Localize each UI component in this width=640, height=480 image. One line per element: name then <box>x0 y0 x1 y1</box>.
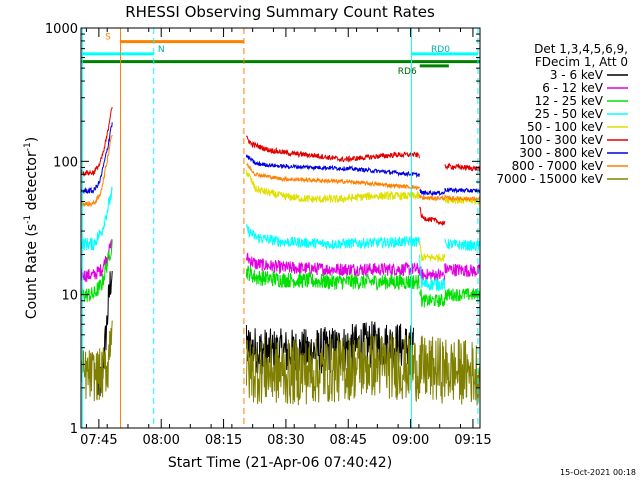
series-line-0-1 <box>245 321 414 377</box>
series-25-50-kev <box>81 186 480 293</box>
series-line-1-3 <box>444 263 480 278</box>
plot-frame <box>80 27 481 429</box>
y-tick-label-0: 1000 <box>45 22 78 37</box>
legend-header-line-2: FDecim 1, Att 0 <box>535 55 628 69</box>
series-line-5-0 <box>81 106 113 177</box>
series-100-300-kev <box>81 106 480 226</box>
y-axis-label-suffix: ) <box>24 137 40 142</box>
series-line-7-0 <box>81 134 113 208</box>
legend-header-line-1: Det 1,3,4,5,6,9, <box>534 42 628 56</box>
y-axis-label-exp2: -1 <box>23 142 33 151</box>
series-line-6-3 <box>444 186 480 194</box>
y-axis-label-prefix: Count Rate (s <box>24 224 40 319</box>
series-6-12-kev <box>81 239 480 284</box>
x-tick-label-0: 07:45 <box>80 433 117 448</box>
series-layer <box>81 106 480 406</box>
series-line-6-1 <box>245 154 421 179</box>
series-line-3-1 <box>245 224 421 250</box>
legend-label-2: 12 - 25 keV <box>535 94 604 108</box>
legend-label-8: 7000 - 15000 keV <box>496 172 603 186</box>
series-800-7000-kev <box>81 134 480 208</box>
series-line-1-1 <box>245 252 421 278</box>
y-tick-label-2: 10 <box>61 289 78 304</box>
series-line-2-2 <box>419 288 446 308</box>
y-tick-label-1: 100 <box>53 155 78 170</box>
y-tick-label-3: 1 <box>70 422 78 437</box>
x-tick-label-3: 08:30 <box>267 433 304 448</box>
series-line-5-1 <box>245 135 421 163</box>
series-line-0-0 <box>97 270 113 397</box>
status-label-rd6: RD6 <box>398 67 417 77</box>
legend-label-0: 3 - 6 keV <box>550 68 604 82</box>
series-line-2-3 <box>444 288 480 302</box>
status-label-rd0: RD0 <box>431 45 450 55</box>
series-300-800-kev <box>81 122 480 197</box>
series-line-1-0 <box>81 239 113 283</box>
series-line-1-2 <box>419 266 446 284</box>
legend-label-7: 800 - 7000 keV <box>512 159 604 173</box>
series-line-6-2 <box>419 188 446 197</box>
legend-label-1: 6 - 12 keV <box>542 81 604 95</box>
series-line-4-0 <box>245 170 421 204</box>
series-3-6-kev <box>97 270 414 397</box>
legend-label-4: 50 - 100 keV <box>527 120 604 134</box>
y-axis-label: Count Rate (s-1 detector-1) <box>23 137 40 319</box>
series-line-5-3 <box>444 162 480 172</box>
series-line-4-1 <box>419 241 446 264</box>
x-tick-label-1: 08:00 <box>142 433 179 448</box>
status-label-n: N <box>158 45 165 55</box>
series-line-5-2 <box>419 206 446 226</box>
y-axis-label-mid: detector <box>24 151 40 215</box>
series-line-7-1 <box>246 162 421 191</box>
series-line-7-3 <box>444 194 480 202</box>
status-bars: S N RD0 RD6 <box>81 33 480 77</box>
series-7000-15000-kev <box>81 320 480 406</box>
series-line-2-1 <box>245 265 421 291</box>
legend: Det 1,3,4,5,6,9, FDecim 1, Att 0 3 - 6 k… <box>496 42 628 186</box>
series-line-3-0 <box>81 186 113 251</box>
legend-label-5: 100 - 300 keV <box>519 133 603 147</box>
x-axis-label: Start Time (21-Apr-06 07:40:42) <box>168 455 392 471</box>
chart-title: RHESSI Observing Summary Count Rates <box>125 3 435 21</box>
status-label-s: S <box>105 33 111 43</box>
vertical-markers <box>81 28 479 428</box>
x-tick-label-6: 09:15 <box>454 433 491 448</box>
axes: 1000 100 10 107:45 08:00 08:15 08:30 08:45 09:00… <box>45 22 492 448</box>
x-tick-label-5: 09:00 <box>392 433 429 448</box>
legend-label-6: 300 - 800 keV <box>519 146 603 160</box>
series-line-3-3 <box>444 238 480 252</box>
series-line-8-0 <box>81 320 113 402</box>
x-tick-label-4: 08:45 <box>330 433 367 448</box>
series-line-8-1 <box>245 333 480 406</box>
legend-label-3: 25 - 50 keV <box>535 107 604 121</box>
x-tick-label-2: 08:15 <box>205 433 242 448</box>
footer-timestamp: 15-Oct-2021 00:18 <box>560 468 636 477</box>
series-line-6-0 <box>81 122 113 195</box>
series-line-7-2 <box>419 194 446 202</box>
y-axis-label-exp1: -1 <box>23 215 33 224</box>
series-line-3-2 <box>419 254 446 293</box>
